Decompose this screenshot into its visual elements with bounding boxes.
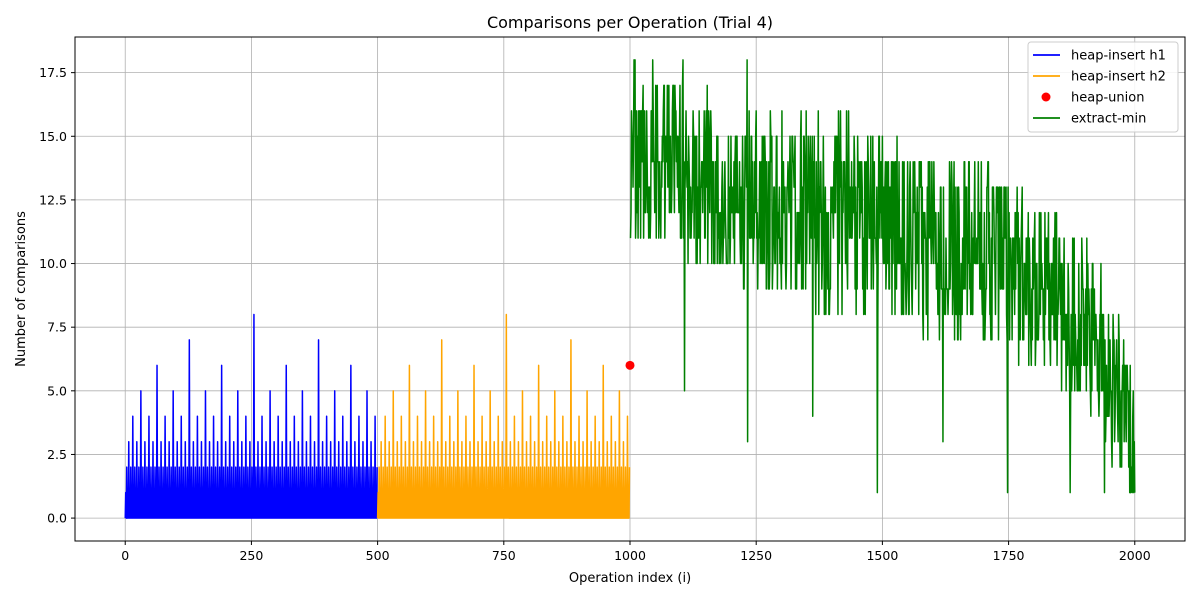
series-line-heap-insert-h2 <box>376 313 631 519</box>
heap-union-point <box>625 360 635 370</box>
y-tick-label: 12.5 <box>39 192 67 207</box>
series-layer <box>124 59 1136 519</box>
y-tick-label: 7.5 <box>47 320 67 335</box>
legend-marker <box>1041 92 1051 102</box>
y-tick-label: 2.5 <box>47 447 67 462</box>
x-tick-label: 1000 <box>614 548 646 563</box>
y-tick-label: 15.0 <box>39 129 67 144</box>
legend-box <box>1027 41 1179 133</box>
x-tick-label: 1250 <box>740 548 772 563</box>
series-line-extract-min <box>629 59 1136 494</box>
series-line-heap-insert-h1 <box>124 313 378 519</box>
legend-label: heap-insert h1 <box>1071 49 1166 64</box>
x-tick-label: 2000 <box>1119 548 1151 563</box>
legend: heap-insert h1 heap-insert h2 heap-union ex… <box>1027 41 1179 133</box>
x-tick-label: 1750 <box>993 548 1025 563</box>
y-tick-label: 17.5 <box>39 65 67 80</box>
x-tick-label: 1500 <box>866 548 898 563</box>
y-tick-label: 5.0 <box>47 383 67 398</box>
legend-label: heap-insert h2 <box>1071 70 1166 85</box>
axes-layer: 0 250 500 750 1000 1250 1500 1750 2000 0.0 2.5 5.0 7… <box>39 36 1186 563</box>
legend-label: extract-min <box>1071 112 1146 127</box>
y-axis-label: Number of comparisons <box>14 211 29 367</box>
chart-title: Comparisons per Operation (Trial 4) <box>487 13 773 32</box>
x-axis-label: Operation index (i) <box>569 571 691 586</box>
x-tick-label: 500 <box>366 548 390 563</box>
x-tick-label: 750 <box>492 548 516 563</box>
legend-label: heap-union <box>1071 91 1144 106</box>
x-tick-label: 0 <box>121 548 129 563</box>
y-tick-label: 0.0 <box>47 511 67 526</box>
x-tick-label: 250 <box>239 548 263 563</box>
y-tick-label: 10.0 <box>39 256 67 271</box>
